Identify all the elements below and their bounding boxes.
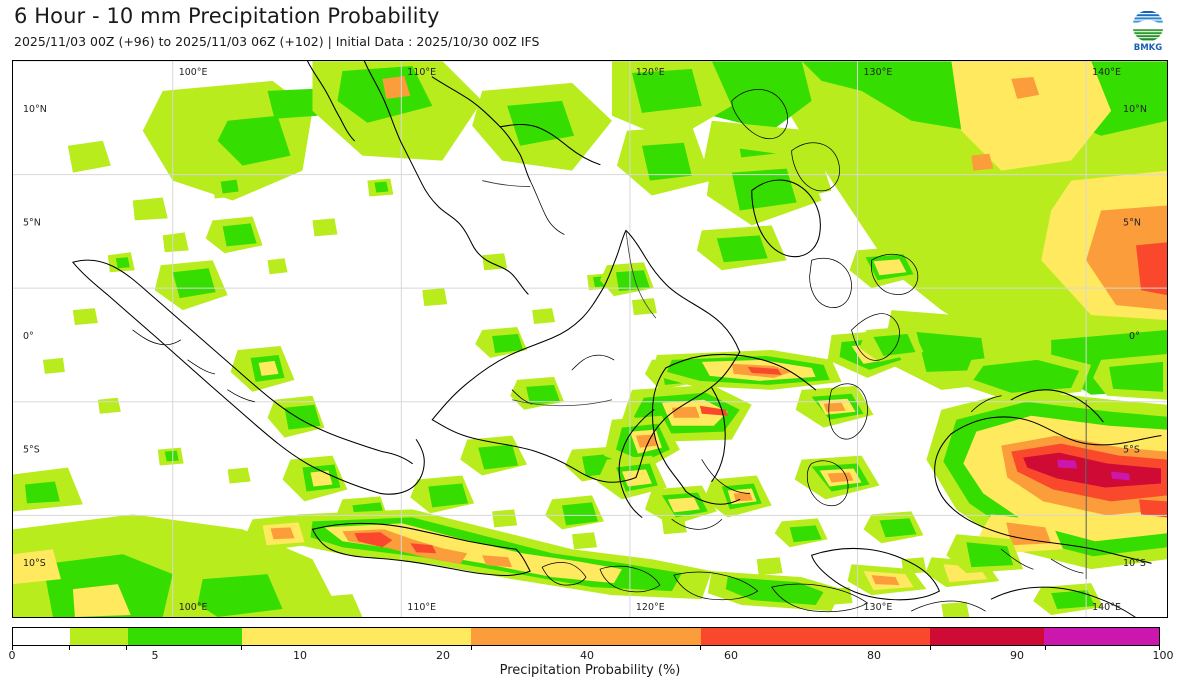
colorbar-tick-5: 60 xyxy=(724,649,738,662)
lat-label-left-0: 10°N xyxy=(23,104,47,115)
region-scattered-speckle xyxy=(42,140,970,617)
header: 6 Hour - 10 mm Precipitation Probability… xyxy=(0,0,1180,56)
map-canvas[interactable]: 100°E 110°E 120°E 130°E 140°E 100°E 110°… xyxy=(12,60,1168,618)
colorbar-tick-7: 90 xyxy=(1010,649,1024,662)
lon-label-top-3: 130°E xyxy=(864,67,893,78)
map-axis-labels: 100°E 110°E 120°E 130°E 140°E 100°E 110°… xyxy=(23,67,1147,613)
colorbar-segment-4 xyxy=(471,628,701,645)
lat-label-right-0: 10°N xyxy=(1123,104,1147,115)
colorbar-tick-8: 100 xyxy=(1152,649,1174,662)
region-andaman xyxy=(142,61,822,271)
colorbar-tick-4: 40 xyxy=(580,649,594,662)
lon-label-top-1: 110°E xyxy=(407,67,436,78)
map-svg: 100°E 110°E 120°E 130°E 140°E 100°E 110°… xyxy=(13,61,1167,617)
colorbar-segment-7 xyxy=(1044,628,1159,645)
colorbar[interactable] xyxy=(12,627,1160,646)
precipitation-field xyxy=(13,61,1167,617)
lon-label-top-0: 100°E xyxy=(179,67,208,78)
lon-label-bottom-4: 140°E xyxy=(1092,602,1121,613)
colorbar-segment-2 xyxy=(127,628,243,645)
region-maluku xyxy=(794,246,924,500)
colorbar-tick-1: 5 xyxy=(151,649,159,662)
lon-label-top-4: 140°E xyxy=(1092,67,1121,78)
national-borders xyxy=(482,180,1087,580)
lat-label-right-3: 5°S xyxy=(1123,445,1140,456)
lon-label-bottom-3: 130°E xyxy=(864,602,893,613)
colorbar-caption: Precipitation Probability (%) xyxy=(499,663,681,678)
colorbar-segment-5 xyxy=(700,628,930,645)
colorbar-tick-6: 80 xyxy=(867,649,881,662)
colorbar-segment-1 xyxy=(70,628,128,645)
colorbar-segment-6 xyxy=(929,628,1045,645)
colorbar-tick-0: 0 xyxy=(8,649,16,662)
region-papua xyxy=(926,351,1167,574)
lon-label-bottom-2: 120°E xyxy=(636,602,665,613)
lon-label-bottom-0: 100°E xyxy=(179,602,208,613)
lon-label-top-2: 120°E xyxy=(636,67,665,78)
lat-label-right-1: 5°N xyxy=(1123,217,1141,228)
colorbar-segment-3 xyxy=(242,628,472,645)
colorbar-tick-3: 20 xyxy=(436,649,450,662)
bmkg-logo-icon: BMKG xyxy=(1132,10,1164,52)
colorbar-tick-2: 10 xyxy=(293,649,307,662)
lat-label-left-4: 10°S xyxy=(23,558,46,569)
logo-text: BMKG xyxy=(1134,43,1163,52)
page-subtitle: 2025/11/03 00Z (+96) to 2025/11/03 06Z (… xyxy=(14,34,540,49)
colorbar-segment-0 xyxy=(13,628,71,645)
lat-label-left-3: 5°S xyxy=(23,445,40,456)
lat-label-right-2: 0° xyxy=(1129,331,1140,342)
lat-label-right-4: 10°S xyxy=(1123,558,1146,569)
coastlines xyxy=(72,61,1162,617)
region-java xyxy=(244,509,1000,612)
colorbar-ticks: 0 5 10 20 40 60 80 90 100 xyxy=(0,646,1180,662)
lon-label-bottom-1: 110°E xyxy=(407,602,436,613)
lat-label-left-2: 0° xyxy=(23,331,34,342)
page-title: 6 Hour - 10 mm Precipitation Probability xyxy=(14,4,440,28)
lat-label-left-1: 5°N xyxy=(23,217,41,228)
region-sulawesi xyxy=(596,349,842,526)
